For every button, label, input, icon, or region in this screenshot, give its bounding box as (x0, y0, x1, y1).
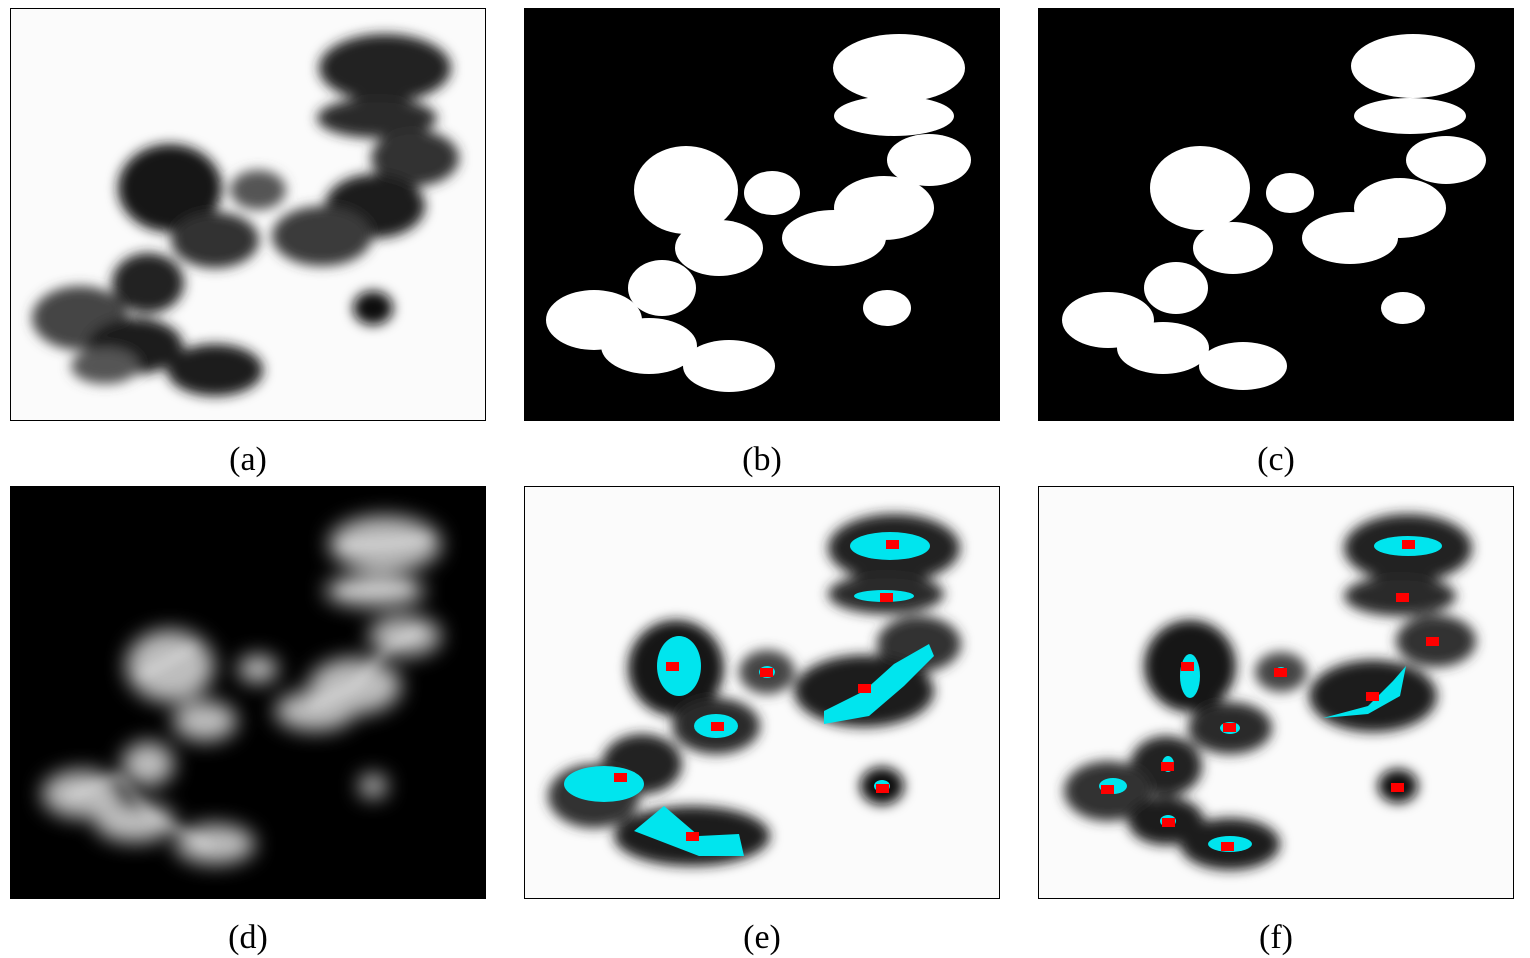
panel-f-image (1038, 486, 1514, 899)
seed-region (1180, 654, 1200, 698)
seed-marker (1426, 637, 1439, 646)
panel-c-refined-binary (1038, 8, 1514, 421)
panel-f-caption: (f) (1259, 919, 1293, 956)
seed-marker (1391, 783, 1404, 792)
panel-a-caption: (a) (229, 441, 267, 478)
seed-marker (686, 832, 699, 841)
panel-e-image (524, 486, 1000, 899)
seed-marker (876, 784, 889, 793)
seed-marker (1366, 692, 1379, 701)
seed-marker (886, 540, 899, 549)
panel-d-caption: (d) (228, 919, 268, 956)
panel-b-image (524, 8, 1000, 421)
seed-marker (1221, 842, 1234, 851)
panel-a-image (10, 8, 486, 421)
panel-d-distance (10, 486, 486, 899)
seed-marker (760, 668, 773, 677)
panel-c-caption: (c) (1257, 441, 1295, 478)
seed-marker (1161, 762, 1174, 771)
panel-e-caption: (e) (743, 919, 781, 956)
panel-d-image (10, 486, 486, 899)
seed-region (824, 644, 934, 724)
seed-marker (1162, 818, 1175, 827)
seed-marker (1223, 723, 1236, 732)
seed-region (564, 766, 644, 802)
panel-a-original (10, 8, 486, 421)
seed-marker (1101, 785, 1114, 794)
seed-marker (1402, 540, 1415, 549)
seed-marker (666, 662, 679, 671)
seed-region (1323, 666, 1406, 718)
seed-marker (711, 722, 724, 731)
seed-marker (858, 684, 871, 693)
seed-marker (1396, 593, 1409, 602)
panel-c-image (1038, 8, 1514, 421)
seed-marker (1274, 668, 1287, 677)
seed-marker (880, 593, 893, 602)
panel-b-binary (524, 8, 1000, 421)
seed-region (634, 806, 744, 856)
seed-marker (614, 773, 627, 782)
panel-e-seed-overlay (524, 486, 1000, 899)
panel-f-refined-seed-overlay (1038, 486, 1514, 899)
seed-marker (1181, 662, 1194, 671)
panel-b-caption: (b) (742, 441, 782, 478)
